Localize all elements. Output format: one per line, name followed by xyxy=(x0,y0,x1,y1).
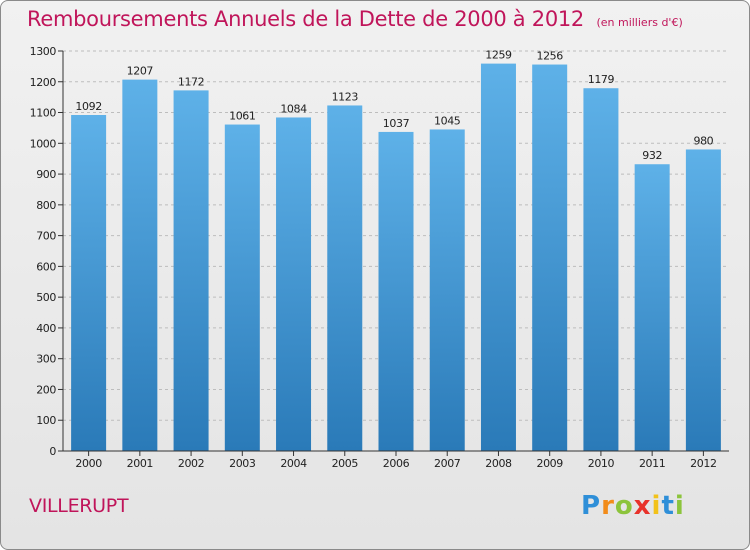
bar xyxy=(71,115,107,451)
bar xyxy=(480,63,516,451)
bar xyxy=(224,124,260,452)
chart-title: Remboursements Annuels de la Dette de 20… xyxy=(27,7,584,31)
axes xyxy=(58,50,729,456)
x-tick-label: 2001 xyxy=(127,457,153,470)
data-label: 1179 xyxy=(588,73,615,86)
y-tick-label: 200 xyxy=(36,383,56,396)
data-label: 1256 xyxy=(536,50,563,63)
data-label: 1207 xyxy=(127,65,154,78)
bar xyxy=(378,131,414,451)
y-tick-label: 300 xyxy=(36,353,56,366)
data-label: 1061 xyxy=(229,110,255,123)
x-tick-label: 2011 xyxy=(639,457,665,470)
data-label: 1084 xyxy=(280,102,307,115)
x-tick-label: 2002 xyxy=(178,457,204,470)
bar xyxy=(685,149,721,451)
logo-letter: o xyxy=(614,491,634,521)
y-tick-label: 1300 xyxy=(30,45,57,58)
data-label: 1259 xyxy=(485,49,512,62)
logo-letter: P xyxy=(581,491,602,521)
y-tick-label: 0 xyxy=(49,445,56,458)
bar xyxy=(173,90,209,451)
logo-letter: t xyxy=(661,491,675,521)
y-tick-label: 600 xyxy=(36,260,56,273)
data-label: 1092 xyxy=(75,100,101,113)
y-tick-label: 1100 xyxy=(30,107,57,120)
bar xyxy=(122,79,158,451)
data-label: 1172 xyxy=(178,75,204,88)
commune-name: VILLERUPT xyxy=(29,495,129,517)
x-tick-label: 2006 xyxy=(383,457,410,470)
x-tick-label: 2008 xyxy=(485,457,512,470)
y-tick-label: 100 xyxy=(36,414,56,427)
y-tick-label: 1000 xyxy=(30,137,57,150)
data-label: 1123 xyxy=(332,90,359,103)
logo-letter: r xyxy=(601,491,615,521)
logo-letter: i xyxy=(674,491,685,521)
x-tick-label: 2003 xyxy=(229,457,256,470)
bar xyxy=(583,88,619,451)
bar xyxy=(532,64,568,452)
y-tick-label: 500 xyxy=(36,291,56,304)
data-label: 932 xyxy=(642,149,662,162)
x-tick-label: 2009 xyxy=(536,457,563,470)
y-tick-label: 900 xyxy=(36,168,56,181)
bar xyxy=(429,129,465,451)
bars xyxy=(71,63,721,452)
y-tick-label: 800 xyxy=(36,199,56,212)
x-tick-label: 2000 xyxy=(75,457,102,470)
x-tick-label: 2012 xyxy=(690,457,716,470)
x-tick-label: 2005 xyxy=(332,457,359,470)
title-row: Remboursements Annuels de la Dette de 20… xyxy=(27,7,683,31)
x-tick-label: 2007 xyxy=(434,457,461,470)
y-tick-label: 700 xyxy=(36,230,56,243)
data-label: 1037 xyxy=(383,117,410,130)
y-tick-label: 400 xyxy=(36,322,56,335)
x-tick-label: 2004 xyxy=(280,457,307,470)
logo-letter: x xyxy=(633,491,652,521)
bar xyxy=(276,117,312,451)
y-tick-label: 1200 xyxy=(30,76,57,89)
data-label: 1045 xyxy=(434,114,461,127)
bar xyxy=(634,164,670,451)
chart-subtitle: (en milliers d'€) xyxy=(596,16,683,29)
labels: 0 100 200 300 400 500 600 700 800 900 1000 1100 1200… xyxy=(30,45,717,470)
proxiti-logo: Proxiti xyxy=(581,491,685,521)
logo-letter: i xyxy=(651,491,662,521)
bar xyxy=(327,105,363,451)
data-label: 980 xyxy=(693,134,713,147)
x-tick-label: 2010 xyxy=(588,457,615,470)
